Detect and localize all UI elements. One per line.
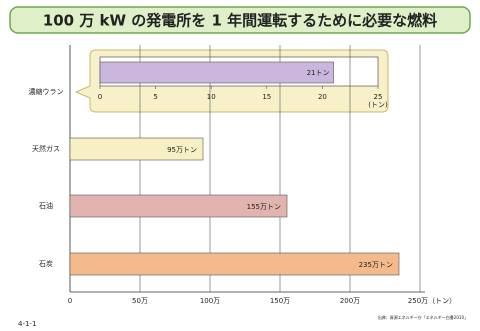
x-tick-label: 20: [318, 93, 327, 101]
bar: [69, 137, 204, 161]
value-label: 155万トン: [247, 203, 281, 211]
x-tick-label: 250万（トン）: [408, 297, 456, 305]
y-tick-label: 石炭: [39, 260, 53, 268]
x-tick-label: 25 (トン): [368, 93, 388, 109]
title-box: [9, 6, 471, 34]
figure-number: 4-1-1: [18, 320, 36, 328]
x-tick-label: 50万: [132, 297, 148, 305]
x-tick-label: 15: [262, 93, 271, 101]
y-tick-label: 石油: [39, 201, 53, 210]
x-tick-label: 10: [207, 93, 216, 101]
x-tick-label: 200万: [340, 297, 360, 305]
x-tick-label: 0: [98, 93, 102, 101]
y-tick-label: 濃縮ウラン: [29, 87, 64, 96]
value-label: 235万トン: [359, 261, 393, 269]
value-label: 95万トン: [167, 146, 197, 154]
x-tick-label: 150万: [270, 297, 290, 305]
bar: [69, 194, 288, 218]
source-note: 出典：資源エネルギー庁「エネルギー白書2010」: [378, 314, 468, 320]
chart-title: 100 万 kW の発電所を 1 年間運転するために必要な燃料: [43, 12, 437, 30]
y-tick-label: 天然ガス: [32, 144, 60, 153]
bar: [69, 252, 400, 276]
x-tick-label: 0: [68, 297, 72, 305]
x-tick-label: 100万: [200, 297, 220, 305]
x-tick-label: 5: [153, 93, 157, 101]
bar: [99, 61, 334, 84]
value-label: 21トン: [307, 69, 330, 77]
